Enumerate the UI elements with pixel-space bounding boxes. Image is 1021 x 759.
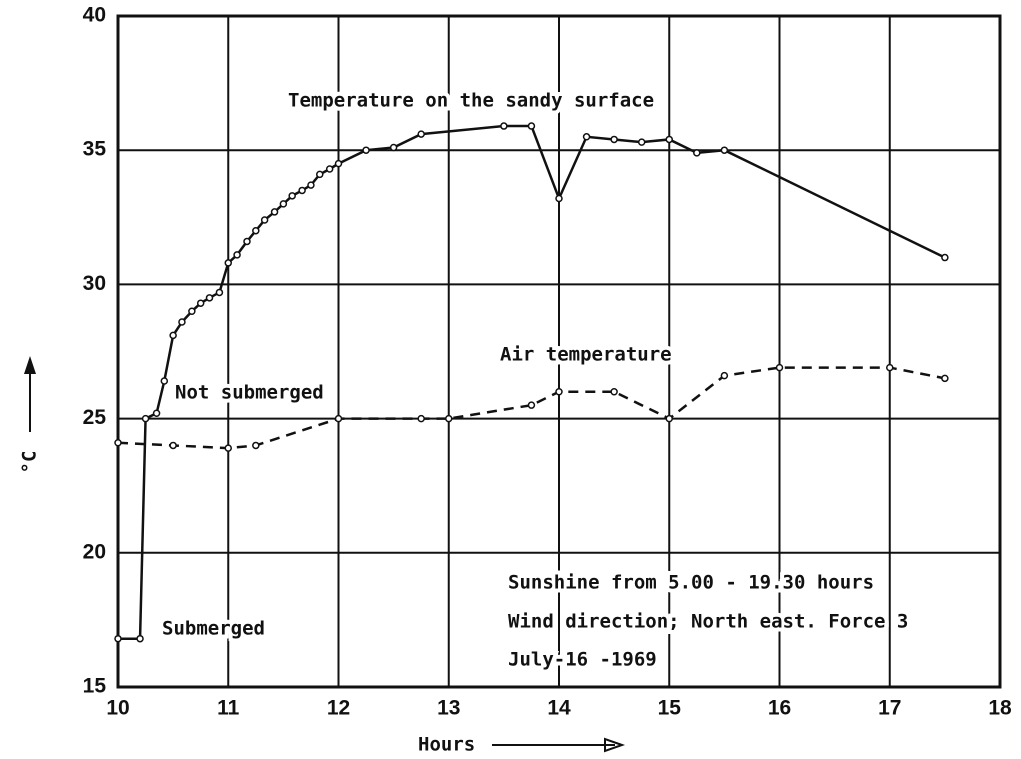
data-point [152,409,161,417]
data-point [252,441,260,450]
data-point [500,122,508,130]
annotation: Wind direction; North east. Force 3 [508,611,908,633]
data-point [196,299,205,307]
data-point [114,439,122,447]
annotation: Not submerged [175,382,324,404]
y-tick-label: 15 [83,675,107,698]
data-point [555,194,563,203]
data-point [316,170,324,179]
data-point [307,181,315,189]
x-axis-label: Hours [418,734,475,756]
data-point [665,414,673,423]
data-point [188,307,196,315]
data-point [941,253,949,262]
data-point [527,401,536,409]
data-point [417,130,425,138]
x-tick-label: 16 [768,697,791,720]
data-point [362,146,370,154]
y-tick-label: 30 [83,272,106,295]
data-point [260,216,269,224]
data-point [720,146,729,154]
data-point [215,288,224,297]
data-point [637,138,646,146]
x-tick-label: 12 [327,697,350,720]
x-tick-label: 14 [547,697,571,720]
data-point [775,363,784,372]
annotation: July-16 -1969 [508,649,657,671]
data-point [224,259,232,267]
y-tick-label: 25 [83,406,107,429]
data-point [334,414,343,423]
data-point [160,377,169,385]
data-point [233,251,241,259]
data-point [555,388,563,396]
data-point [169,441,177,450]
data-point [582,133,591,141]
data-point [114,634,122,643]
data-point [252,226,260,235]
y-tick-label: 40 [83,4,106,27]
data-point [279,200,288,208]
x-axis-arrow-head [604,737,626,753]
series-label: Air temperature [500,344,672,366]
data-point [610,388,618,396]
data-point [270,208,279,216]
data-point [178,318,186,326]
y-axis-arrow-head [24,356,36,374]
data-point [141,414,150,423]
annotation: Sunshine from 5.00 - 19.30 hours [508,572,874,594]
x-tick-label: 15 [658,697,682,720]
data-point [334,159,343,168]
data-point [243,237,251,246]
x-tick-label: 10 [106,697,129,720]
data-point [445,414,453,423]
x-tick-label: 18 [988,697,1012,720]
data-point [720,371,729,380]
y-tick-label: 35 [83,138,107,161]
series-line [117,366,946,450]
plot-frame [116,14,1002,689]
data-point [288,192,296,200]
data-point [205,294,214,302]
data-point [610,135,618,144]
y-axis-label: °C [19,451,41,474]
x-tick-label: 11 [217,697,240,720]
data-point [169,331,177,340]
data-point [665,135,673,144]
data-point [389,143,398,152]
data-point [298,186,306,195]
x-tick-label: 13 [437,697,460,720]
data-point [325,165,334,173]
annotation: Submerged [162,618,265,640]
x-tick-label: 17 [878,697,901,720]
data-point [224,444,232,452]
data-point [417,414,425,423]
y-tick-label: 20 [83,540,106,563]
data-point [693,149,701,157]
series-label: Temperature on the sandy surface [288,90,654,112]
data-point [527,122,536,130]
data-point [941,374,949,383]
data-point [886,363,894,372]
data-point [136,634,144,643]
